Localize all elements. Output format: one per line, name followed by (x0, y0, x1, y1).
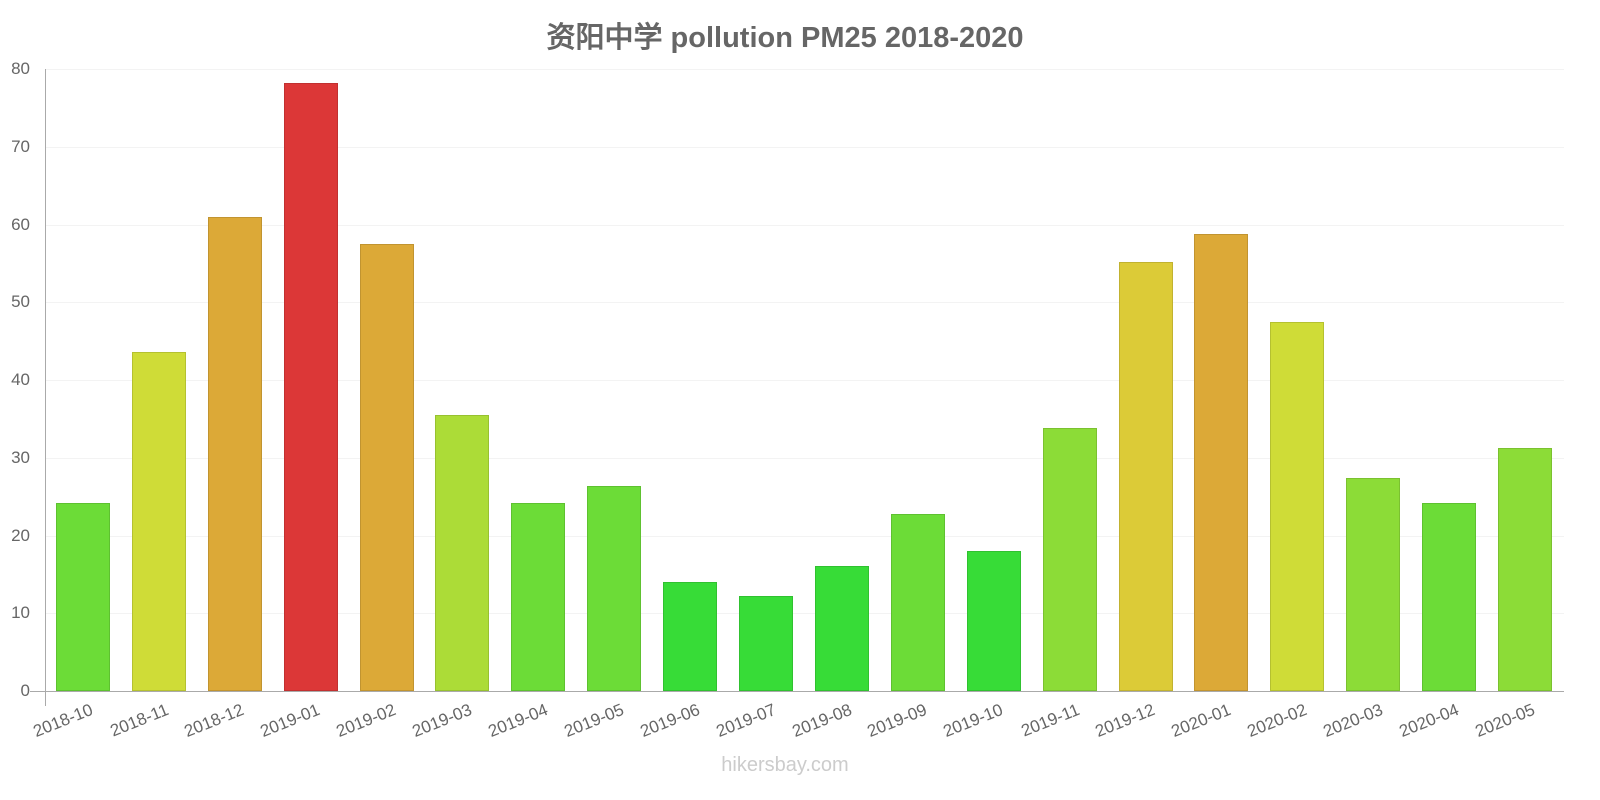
bar-2018-12[interactable] (207, 216, 262, 691)
x-tick-label: 2020-03 (1320, 700, 1386, 741)
x-tick-label: 2019-01 (257, 700, 323, 741)
gridline (46, 380, 1564, 381)
y-tick-label: 50 (11, 292, 30, 312)
bar-2020-01[interactable] (1194, 233, 1249, 691)
x-tick-label: 2019-09 (865, 700, 930, 741)
bar-2018-11[interactable] (131, 352, 186, 691)
gridline (46, 613, 1564, 615)
y-tick-label: 70 (11, 136, 30, 156)
gridline (46, 69, 1564, 70)
gridline (46, 224, 1564, 226)
x-tick-label: 2018-12 (181, 700, 247, 741)
x-tick-label: 2019-04 (485, 700, 551, 741)
gridline (46, 302, 1564, 304)
gridline (46, 535, 1564, 537)
x-tick-label: 2019-11 (1017, 700, 1082, 741)
bar-2020-03[interactable] (1346, 477, 1401, 691)
y-tick-label: 30 (11, 447, 30, 467)
x-tick-label: 2019-10 (940, 700, 1006, 741)
bar-2020-04[interactable] (1422, 502, 1477, 691)
y-tick-label: 40 (11, 370, 30, 389)
x-tick-label: 2020-04 (1396, 700, 1462, 741)
x-tick-label: 2018-11 (107, 700, 171, 741)
bar-2019-07[interactable] (739, 596, 794, 691)
y-tick-label: 20 (11, 525, 30, 545)
y-tick-label: 10 (11, 603, 30, 623)
y-tick-label: 60 (11, 214, 30, 234)
x-axis (30, 691, 1564, 692)
bar-2019-05[interactable] (587, 485, 642, 691)
bar-2019-11[interactable] (1042, 428, 1097, 691)
x-tick-label: 2019-03 (409, 700, 475, 741)
bar-2019-01[interactable] (283, 83, 338, 691)
x-tick-label: 2020-02 (1244, 700, 1310, 741)
gridline (46, 457, 1564, 459)
bar-2019-02[interactable] (359, 243, 414, 691)
x-tick-label: 2019-07 (713, 700, 779, 741)
bar-2019-04[interactable] (511, 502, 566, 691)
watermark: hikersbay.com (721, 754, 849, 776)
x-tick-label: 2019-08 (789, 700, 855, 741)
x-tick-label: 2019-02 (333, 700, 399, 741)
y-axis (45, 69, 46, 706)
y-tick-label: 80 (11, 59, 30, 78)
x-tick-label: 2019-06 (637, 700, 703, 741)
bar-2019-09[interactable] (890, 513, 945, 691)
x-tick-label: 2020-01 (1168, 700, 1234, 741)
bar-2019-03[interactable] (435, 415, 490, 691)
bar-2019-12[interactable] (1118, 261, 1173, 691)
bar-2018-10[interactable] (55, 502, 110, 691)
x-tick-label: 2020-05 (1472, 700, 1538, 741)
plot-area (46, 69, 1564, 691)
bar-2019-06[interactable] (663, 582, 718, 691)
bar-2020-05[interactable] (1498, 447, 1553, 691)
gridline (46, 146, 1564, 148)
x-tick-label: 2018-10 (30, 700, 96, 741)
bar-2019-10[interactable] (966, 551, 1021, 691)
x-tick-label: 2019-05 (561, 700, 627, 741)
chart-title: 资阳中学 pollution PM25 2018-2020 (546, 22, 1024, 54)
x-tick-label: 2019-12 (1092, 700, 1158, 741)
bar-2019-08[interactable] (814, 565, 869, 691)
bar-2020-02[interactable] (1270, 321, 1325, 691)
y-tick-label: 0 (20, 681, 30, 700)
